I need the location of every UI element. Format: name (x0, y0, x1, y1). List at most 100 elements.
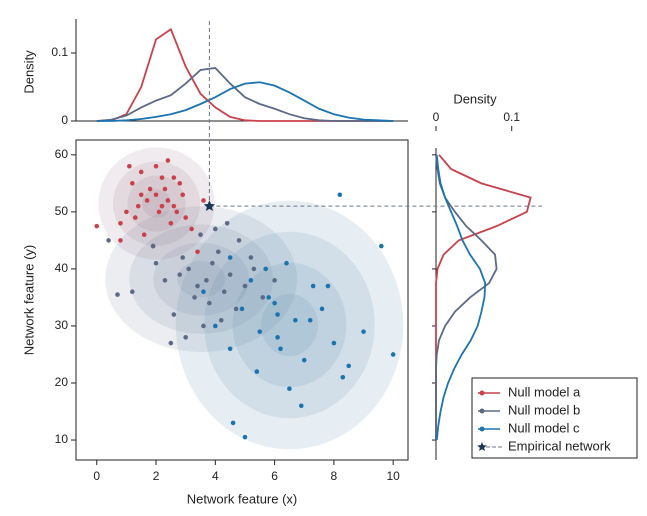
y-tick-label: 30 (55, 318, 69, 332)
scatter-point (224, 220, 230, 226)
scatter-point (130, 289, 135, 295)
scatter-point (275, 335, 280, 340)
scatter-point (186, 266, 191, 272)
scatter-point (275, 312, 280, 317)
density-curve (435, 154, 498, 441)
scatter-point (153, 260, 159, 266)
scatter-point (198, 232, 203, 237)
scatter-point (287, 386, 292, 391)
scatter-point (201, 198, 206, 203)
scatter-point (171, 175, 177, 180)
scatter-point (254, 369, 260, 374)
y-tick-label: 60 (55, 147, 69, 161)
legend-label: Null model c (508, 420, 580, 435)
scatter-point (260, 295, 266, 300)
scatter-point (272, 278, 277, 283)
scatter-point (213, 323, 218, 329)
density-contour (127, 175, 186, 232)
scatter-point (132, 215, 138, 220)
x-tick-label: 2 (153, 469, 160, 483)
density-contour (175, 200, 404, 450)
scatter-point (168, 340, 174, 346)
scatter-point (153, 163, 159, 169)
scatter-point (325, 283, 331, 289)
density-contour (105, 206, 298, 353)
plot-frame (75, 139, 409, 461)
scatter-point (263, 266, 269, 272)
x-tick-label: 0 (93, 469, 100, 483)
scatter-point (159, 175, 165, 180)
scatter-point (251, 266, 257, 272)
scatter-point (337, 192, 343, 198)
scatter-point (153, 192, 159, 198)
scatter-point (201, 323, 206, 329)
x-tick-label: 4 (212, 469, 219, 483)
scatter-point (183, 215, 188, 220)
x-tick-label: 0.1 (503, 110, 520, 124)
legend-box (471, 377, 638, 459)
scatter-point (230, 420, 236, 426)
scatter-point (210, 260, 215, 266)
scatter-point (213, 226, 218, 232)
scatter-point (340, 374, 346, 380)
scatter-point (150, 243, 156, 249)
scatter-point (242, 434, 248, 440)
x-tick-label: 8 (331, 469, 338, 483)
density-contour (98, 147, 215, 260)
density-contour (232, 262, 347, 388)
scatter-point (257, 329, 263, 334)
y-tick-label: 40 (55, 261, 69, 275)
legend-swatch (479, 426, 485, 432)
scatter-point (162, 278, 168, 283)
x-axis-title: Network feature (x) (187, 491, 298, 506)
density-curve (96, 81, 394, 122)
x-tick-label: 10 (386, 469, 400, 483)
scatter-point (177, 272, 183, 277)
scatter-point (162, 186, 168, 192)
scatter-point (135, 203, 141, 209)
density-contour (141, 189, 172, 218)
scatter-point (361, 329, 366, 334)
scatter-point (201, 289, 206, 295)
density-contour (105, 206, 298, 353)
density-contour (261, 293, 318, 357)
y-tick-label: 20 (55, 375, 69, 389)
density-contour (98, 147, 215, 260)
scatter-point (180, 255, 186, 260)
x-tick-label: 0 (433, 110, 440, 124)
legend-label: Null model a (508, 384, 581, 399)
scatter-point (390, 352, 396, 357)
density-axis-title: Density (453, 91, 497, 106)
scatter-point (124, 209, 129, 215)
y-tick-label: 0.1 (51, 45, 68, 59)
scatter-point (242, 283, 248, 289)
scatter-point (248, 255, 254, 260)
y-tick-label: 10 (55, 432, 69, 446)
scatter-point (174, 209, 180, 215)
scatter-point (215, 249, 221, 255)
scatter-point (189, 226, 194, 232)
scatter-point (221, 289, 227, 295)
scatter-point (195, 283, 200, 289)
scatter-point (301, 357, 307, 363)
legend-swatch (479, 390, 485, 396)
density-contour (153, 242, 250, 316)
scatter-point (115, 292, 120, 297)
scatter-point (141, 232, 147, 237)
y-tick-label: 50 (55, 204, 69, 218)
scatter-point (127, 163, 132, 169)
scatter-point (165, 158, 171, 163)
scatter-point (171, 203, 177, 209)
scatter-point (118, 238, 123, 243)
density-contour (175, 200, 404, 450)
scatter-point (180, 192, 186, 198)
density-contour (129, 224, 274, 334)
density-contour (153, 242, 250, 316)
scatter-point (159, 203, 165, 209)
scatter-point (266, 295, 271, 300)
density-contour (204, 231, 375, 419)
scatter-point (165, 198, 171, 203)
scatter-point (227, 272, 233, 277)
empirical-point (203, 200, 216, 212)
